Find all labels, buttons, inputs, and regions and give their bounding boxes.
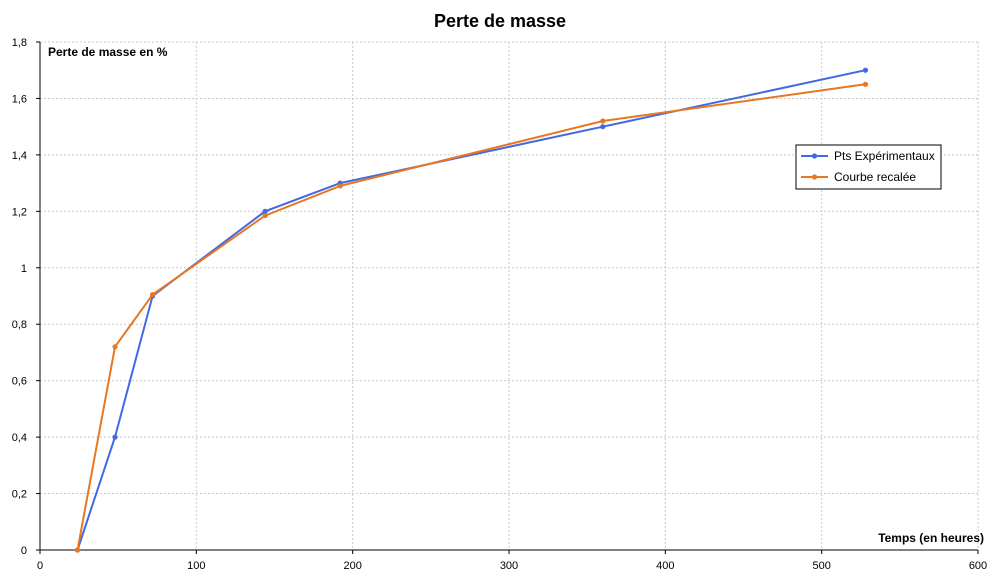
y-tick-label: 1,4	[12, 150, 27, 162]
series-1-point	[262, 208, 268, 214]
chart-title: Perte de masse	[434, 11, 566, 31]
series-2-point	[862, 81, 869, 87]
series-2-point	[337, 183, 343, 189]
y-tick-label: 0,6	[12, 376, 27, 388]
series-1-point	[600, 124, 606, 130]
series-2-point	[112, 344, 118, 350]
series-2-point	[600, 118, 606, 124]
x-axis-label: Temps (en heures)	[878, 531, 984, 545]
legend-swatch-marker	[811, 174, 818, 180]
series-1-point	[112, 434, 118, 440]
legend-label: Pts Expérimentaux	[834, 149, 935, 163]
series-2-line	[76, 83, 866, 551]
x-axis-ticks: 0 100 200 300 400 500 600	[37, 550, 987, 572]
grid	[40, 41, 979, 550]
x-tick-label: 100	[187, 560, 205, 572]
y-axis-ticks: 0 0,2 0,4 0,6 0,8 1 1,2 1,4 1,6 1,8	[12, 37, 40, 557]
legend-swatch-marker	[811, 153, 818, 159]
y-tick-label: 0	[21, 545, 27, 557]
y-axis-label: Perte de masse en %	[48, 45, 168, 59]
x-tick-label: 600	[969, 560, 987, 572]
legend-label: Courbe recalée	[834, 170, 916, 184]
y-tick-label: 1,2	[12, 206, 27, 218]
x-tick-label: 500	[812, 560, 830, 572]
y-tick-label: 1,6	[12, 93, 27, 105]
legend-box	[795, 144, 942, 190]
series-1-point	[862, 67, 869, 73]
series-2-point	[74, 547, 81, 553]
legend: Pts Expérimentaux Courbe recalée	[795, 144, 942, 190]
x-tick-label: 200	[343, 560, 361, 572]
series-1-line	[76, 69, 866, 551]
series-2-point	[262, 212, 268, 219]
y-tick-label: 0,8	[12, 319, 27, 331]
series-2-point	[149, 291, 156, 298]
series	[74, 67, 869, 553]
x-tick-label: 300	[500, 560, 518, 572]
y-tick-label: 0,2	[12, 489, 27, 501]
y-tick-label: 0,4	[12, 432, 27, 444]
x-tick-label: 400	[656, 560, 674, 572]
x-tick-label: 0	[37, 560, 43, 572]
y-tick-label: 1	[21, 263, 27, 275]
y-tick-label: 1,8	[12, 37, 27, 49]
